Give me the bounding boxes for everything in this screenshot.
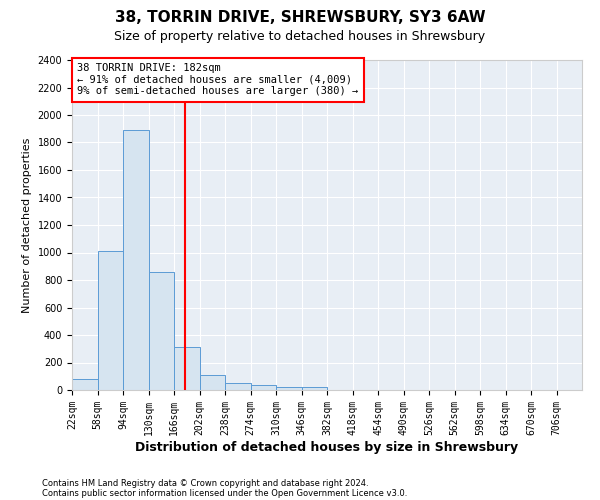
Bar [174, 348, 199, 390]
Bar [251, 384, 276, 390]
Bar [276, 386, 302, 390]
Bar [123, 130, 149, 390]
Text: Contains HM Land Registry data © Crown copyright and database right 2024.: Contains HM Land Registry data © Crown c… [42, 478, 368, 488]
Bar [97, 251, 123, 390]
Text: 38, TORRIN DRIVE, SHREWSBURY, SY3 6AW: 38, TORRIN DRIVE, SHREWSBURY, SY3 6AW [115, 10, 485, 25]
Bar [225, 383, 251, 390]
Text: Contains public sector information licensed under the Open Government Licence v3: Contains public sector information licen… [42, 488, 407, 498]
Bar [302, 387, 327, 390]
X-axis label: Distribution of detached houses by size in Shrewsbury: Distribution of detached houses by size … [136, 440, 518, 454]
Bar [199, 375, 225, 390]
Text: Size of property relative to detached houses in Shrewsbury: Size of property relative to detached ho… [115, 30, 485, 43]
Bar [72, 379, 97, 390]
Text: 38 TORRIN DRIVE: 182sqm
← 91% of detached houses are smaller (4,009)
9% of semi-: 38 TORRIN DRIVE: 182sqm ← 91% of detache… [77, 64, 358, 96]
Bar [149, 272, 174, 390]
Y-axis label: Number of detached properties: Number of detached properties [22, 138, 32, 312]
